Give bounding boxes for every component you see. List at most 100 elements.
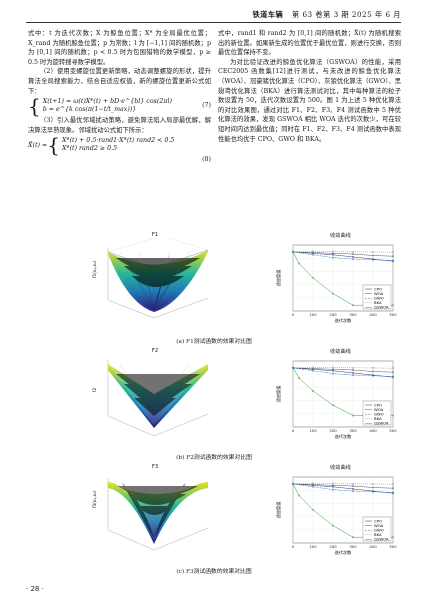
page-number: · 28 · <box>26 585 44 593</box>
x-tick-label: 400 <box>369 312 377 317</box>
x-tick-label: 300 <box>349 312 357 317</box>
equation-8: X̃(t) = { X*(t) + 0.5·rand1·X*(t) rand2 … <box>28 133 211 158</box>
y-axis-label: 适应度值 <box>275 502 282 519</box>
left-paragraph-3: （3）引入最优邻域扰动策略，避免算法陷入局部最优解，解决算法早熟现象。邻域扰动公… <box>28 117 211 134</box>
x-tick-label: 200 <box>329 428 337 433</box>
series-marker <box>298 262 300 265</box>
surface-title: F2 <box>151 348 159 354</box>
running-header: 铁道车辆 第 63 卷第 3 期 2025 年 6 月 <box>252 10 401 20</box>
legend-label: WOA <box>374 523 384 528</box>
x-tick-label: 100 <box>309 544 317 549</box>
series-marker <box>332 372 334 375</box>
series-marker <box>312 366 314 369</box>
series-marker <box>372 490 374 493</box>
x-tick-label: 0 <box>292 312 295 317</box>
eq8-lhs: X̃(t) = <box>28 141 48 149</box>
x-tick-label: 500 <box>389 428 397 433</box>
series-marker <box>332 488 334 491</box>
legend-label: BKA <box>374 416 382 421</box>
series-marker <box>392 487 394 490</box>
equation-brace: { <box>28 94 41 119</box>
series-line-cpo <box>292 483 394 494</box>
y-axis-label: 适应度值 <box>275 386 282 403</box>
left-column: 式中：t 为迭代次数；X 为鲸鱼位置；X* 为全局最优位置；X_rand 为随机… <box>28 29 211 165</box>
series-line-gwo <box>292 483 394 493</box>
series-marker <box>332 484 334 487</box>
eq8-number: (8) <box>202 156 211 164</box>
series-marker <box>292 250 294 253</box>
convergence-plot-f3: 收敛曲线 0 100 200 300 400 500 适应度值 迭代次数 CPO WOA GWO BK… <box>273 464 408 570</box>
conv-title: 收敛曲线 <box>330 465 351 471</box>
series-marker <box>312 482 314 485</box>
convergence-plot-f1: 收敛曲线 0 100 200 300 400 500 适应度值 迭代次数 CPO WOA GWO BK… <box>273 232 408 338</box>
right-column: 式中，rand1 和 rand2 为 [0,1] 间的随机数；X̃(t) 为随机… <box>218 29 401 144</box>
surface-plot-f1: F1 f1(x₁,x₂) <box>90 232 220 337</box>
series-marker <box>372 374 374 377</box>
legend-label: GSWOA <box>374 537 389 542</box>
series-marker <box>392 371 394 374</box>
x-tick-label: 300 <box>349 428 357 433</box>
series-marker <box>352 485 354 488</box>
series-line-woa <box>292 367 394 373</box>
surface-plot-f3: F3 f3(x₁,x₂) <box>90 464 220 569</box>
series-marker <box>312 250 314 253</box>
series-marker <box>372 486 374 489</box>
series-marker <box>352 255 354 258</box>
eq8-line2: X*(t) rand2 ≥ 0.5 <box>61 145 118 153</box>
series-marker <box>332 252 334 255</box>
series-marker <box>392 414 394 417</box>
left-paragraph-1: 式中：t 为迭代次数；X 为鲸鱼位置；X* 为全局最优位置；X_rand 为随机… <box>28 30 211 66</box>
series-marker <box>292 366 294 369</box>
series-marker <box>312 508 314 511</box>
series-marker <box>352 374 354 377</box>
equation-7: { X(t+1) = ω(t)X*(t) + bD·e^{bl} cos(2πl… <box>28 94 211 119</box>
series-marker <box>392 259 394 262</box>
x-tick-label: 200 <box>329 544 337 549</box>
series-marker <box>372 258 374 261</box>
figure-row-b: F2 f2 收敛曲线 0 100 200 300 400 500 适应度值 迭代次数 CPO WO… <box>28 348 400 456</box>
series-marker <box>298 376 300 379</box>
equation-brace: { <box>47 133 60 158</box>
journal-name: 铁道车辆 <box>252 10 284 19</box>
series-marker <box>352 490 354 493</box>
series-marker <box>392 483 394 486</box>
x-tick-label: 100 <box>309 428 317 433</box>
series-marker <box>352 371 354 374</box>
series-marker <box>352 253 354 256</box>
series-marker <box>372 366 374 369</box>
right-paragraph-1: 式中，rand1 和 rand2 为 [0,1] 间的随机数；X̃(t) 为随机… <box>218 30 401 57</box>
series-marker <box>292 482 294 485</box>
series-marker <box>392 304 394 307</box>
eq8-line1: X*(t) + 0.5·rand1·X*(t) rand2 < 0.5 <box>61 136 175 144</box>
series-line-bka <box>292 482 394 485</box>
x-tick-label: 0 <box>292 544 295 549</box>
series-marker <box>352 366 354 369</box>
series-marker <box>392 536 394 539</box>
conv-title: 收敛曲线 <box>330 233 351 239</box>
legend-label: GSWOA <box>374 421 389 426</box>
x-tick-label: 400 <box>369 544 377 549</box>
series-marker <box>352 414 354 417</box>
series-marker <box>352 487 354 490</box>
series-marker <box>332 482 334 485</box>
series-marker <box>312 485 314 488</box>
surface-plot-f2: F2 f2 <box>90 348 220 453</box>
legend-label: WOA <box>374 291 384 296</box>
series-line-gwo <box>292 251 394 261</box>
series-line-woa <box>292 483 394 489</box>
series-marker <box>372 250 374 253</box>
legend-label: GWO <box>374 412 384 417</box>
surface-zlabel: f3(x₁,x₂) <box>92 490 98 508</box>
figure-row-c: F3 f3(x₁,x₂) 收敛曲线 0 100 200 300 400 500 适应度值 迭代… <box>28 464 400 572</box>
series-marker <box>352 536 354 539</box>
eq7-line1: X(t+1) = ω(t)X*(t) + bD·e^{bl} cos(2πl) <box>42 97 172 105</box>
series-marker <box>312 389 314 392</box>
legend-label: CPO <box>374 518 382 523</box>
series-line-woa <box>292 251 394 257</box>
series-marker <box>312 253 314 256</box>
series-line-bka <box>292 250 394 253</box>
surface-zlabel: f2 <box>92 387 98 392</box>
